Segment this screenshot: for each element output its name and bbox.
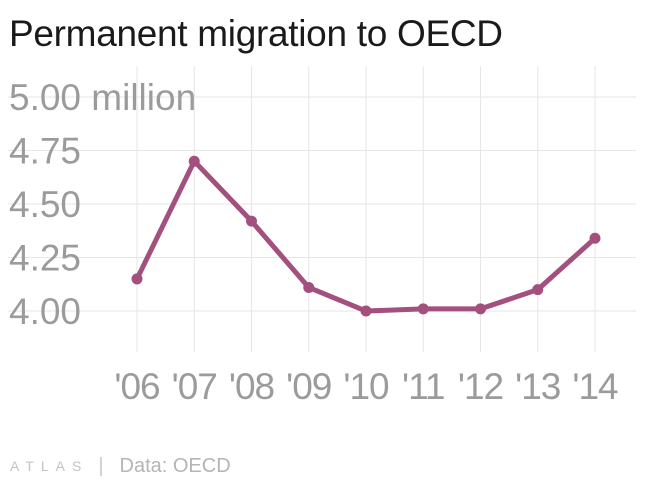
y-tick-label: 4.00 <box>9 291 81 332</box>
chart-title: Permanent migration to OECD <box>9 13 503 54</box>
x-tick-label: '13 <box>515 366 560 407</box>
data-point <box>303 281 315 293</box>
source-note: Data: OECD <box>119 454 231 477</box>
x-tick-label: '08 <box>229 366 274 407</box>
footer-separator: | <box>98 454 104 477</box>
x-tick-label: '10 <box>343 366 389 407</box>
data-point <box>475 303 486 315</box>
data-point <box>532 284 544 296</box>
data-point <box>589 232 601 244</box>
data-point <box>188 155 200 167</box>
data-point <box>131 273 143 285</box>
atlas-logo: ATLAS <box>10 458 89 474</box>
x-tick-label: '09 <box>286 366 331 407</box>
data-point <box>417 303 429 315</box>
y-tick-label: 4.50 <box>9 184 81 225</box>
x-tick-label: '07 <box>172 366 217 407</box>
y-tick-label: 4.25 <box>9 238 81 279</box>
x-tick-label: '06 <box>114 366 159 407</box>
data-point <box>246 215 257 227</box>
y-tick-label: 5.00 million <box>9 77 196 118</box>
data-point <box>360 305 372 317</box>
x-tick-label: '11 <box>402 366 444 407</box>
line-chart: 4.00 4.25 4.50 4.75 5.00 million '06 '07 '08 '09… <box>8 66 636 407</box>
chart-footer: ATLAS | Data: OECD <box>10 453 231 479</box>
x-tick-label: '12 <box>458 366 503 407</box>
x-tick-label: '14 <box>572 366 618 407</box>
y-tick-label: 4.75 <box>9 131 81 172</box>
